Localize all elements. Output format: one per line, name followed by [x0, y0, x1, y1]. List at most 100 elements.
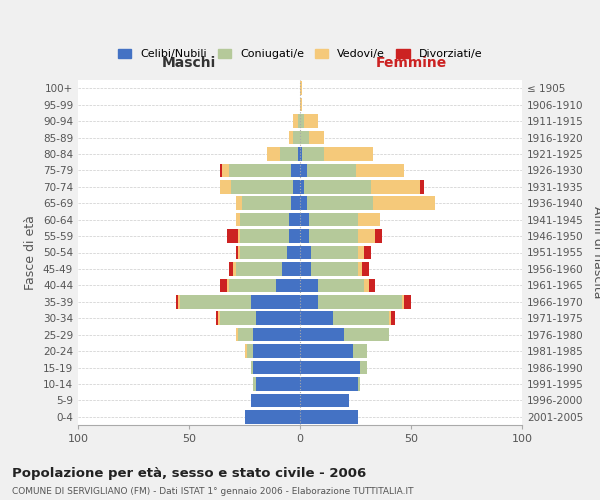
Bar	[236, 328, 238, 342]
Text: Maschi: Maschi	[162, 56, 216, 70]
Bar	[309, 213, 358, 226]
Bar	[300, 213, 309, 226]
Bar	[242, 196, 291, 210]
Bar	[300, 361, 360, 374]
Bar	[302, 147, 325, 160]
Bar	[238, 328, 253, 342]
Bar	[238, 230, 240, 243]
Bar	[300, 230, 309, 243]
Bar	[287, 246, 300, 259]
Bar	[300, 278, 318, 292]
Bar	[358, 377, 360, 390]
Bar	[300, 295, 318, 308]
Bar	[236, 213, 240, 226]
Legend: Celibi/Nubili, Coniugati/e, Vedovi/e, Divorziati/e: Celibi/Nubili, Coniugati/e, Vedovi/e, Di…	[113, 44, 487, 64]
Bar	[344, 328, 389, 342]
Bar	[309, 230, 358, 243]
Bar	[222, 164, 229, 177]
Bar	[358, 246, 364, 259]
Bar	[178, 295, 180, 308]
Bar	[304, 180, 371, 194]
Bar	[289, 213, 300, 226]
Bar	[300, 82, 302, 95]
Bar	[364, 278, 369, 292]
Bar	[318, 295, 402, 308]
Bar	[318, 278, 364, 292]
Bar	[355, 164, 404, 177]
Bar	[236, 262, 282, 276]
Text: COMUNE DI SERVIGLIANO (FM) - Dati ISTAT 1° gennaio 2006 - Elaborazione TUTTITALI: COMUNE DI SERVIGLIANO (FM) - Dati ISTAT …	[12, 488, 413, 496]
Bar	[300, 114, 304, 128]
Bar	[373, 196, 436, 210]
Bar	[300, 312, 334, 325]
Bar	[275, 278, 300, 292]
Bar	[311, 246, 358, 259]
Bar	[289, 131, 293, 144]
Bar	[291, 164, 300, 177]
Bar	[300, 196, 307, 210]
Bar	[404, 295, 411, 308]
Bar	[253, 344, 300, 358]
Bar	[300, 147, 302, 160]
Bar	[364, 246, 371, 259]
Bar	[240, 246, 287, 259]
Bar	[300, 410, 358, 424]
Bar	[280, 147, 298, 160]
Bar	[229, 164, 291, 177]
Bar	[300, 394, 349, 407]
Bar	[300, 246, 311, 259]
Bar	[180, 295, 251, 308]
Bar	[215, 312, 218, 325]
Bar	[236, 196, 242, 210]
Bar	[298, 147, 300, 160]
Bar	[293, 131, 300, 144]
Bar	[220, 180, 231, 194]
Y-axis label: Fasce di età: Fasce di età	[25, 215, 37, 290]
Bar	[369, 278, 376, 292]
Bar	[233, 262, 236, 276]
Bar	[251, 361, 253, 374]
Bar	[240, 230, 289, 243]
Bar	[220, 312, 256, 325]
Bar	[358, 230, 376, 243]
Bar	[300, 344, 353, 358]
Bar	[304, 114, 318, 128]
Bar	[307, 196, 373, 210]
Bar	[289, 230, 300, 243]
Text: Popolazione per età, sesso e stato civile - 2006: Popolazione per età, sesso e stato civil…	[12, 468, 366, 480]
Bar	[307, 164, 355, 177]
Bar	[376, 230, 382, 243]
Bar	[229, 278, 275, 292]
Bar	[227, 278, 229, 292]
Bar	[253, 377, 256, 390]
Bar	[245, 410, 300, 424]
Bar	[300, 180, 304, 194]
Bar	[253, 361, 300, 374]
Bar	[256, 377, 300, 390]
Bar	[391, 312, 395, 325]
Bar	[300, 98, 302, 112]
Bar	[300, 131, 309, 144]
Bar	[358, 262, 362, 276]
Bar	[360, 361, 367, 374]
Bar	[176, 295, 178, 308]
Bar	[334, 312, 389, 325]
Bar	[220, 278, 227, 292]
Bar	[420, 180, 424, 194]
Bar	[231, 180, 293, 194]
Bar	[371, 180, 420, 194]
Bar	[293, 114, 298, 128]
Bar	[236, 246, 238, 259]
Bar	[229, 262, 233, 276]
Bar	[389, 312, 391, 325]
Bar	[245, 344, 247, 358]
Bar	[309, 131, 325, 144]
Bar	[300, 262, 311, 276]
Bar	[240, 213, 289, 226]
Bar	[300, 377, 358, 390]
Bar	[256, 312, 300, 325]
Y-axis label: Anni di nascita: Anni di nascita	[592, 206, 600, 298]
Bar	[311, 262, 358, 276]
Bar	[300, 328, 344, 342]
Bar	[227, 230, 238, 243]
